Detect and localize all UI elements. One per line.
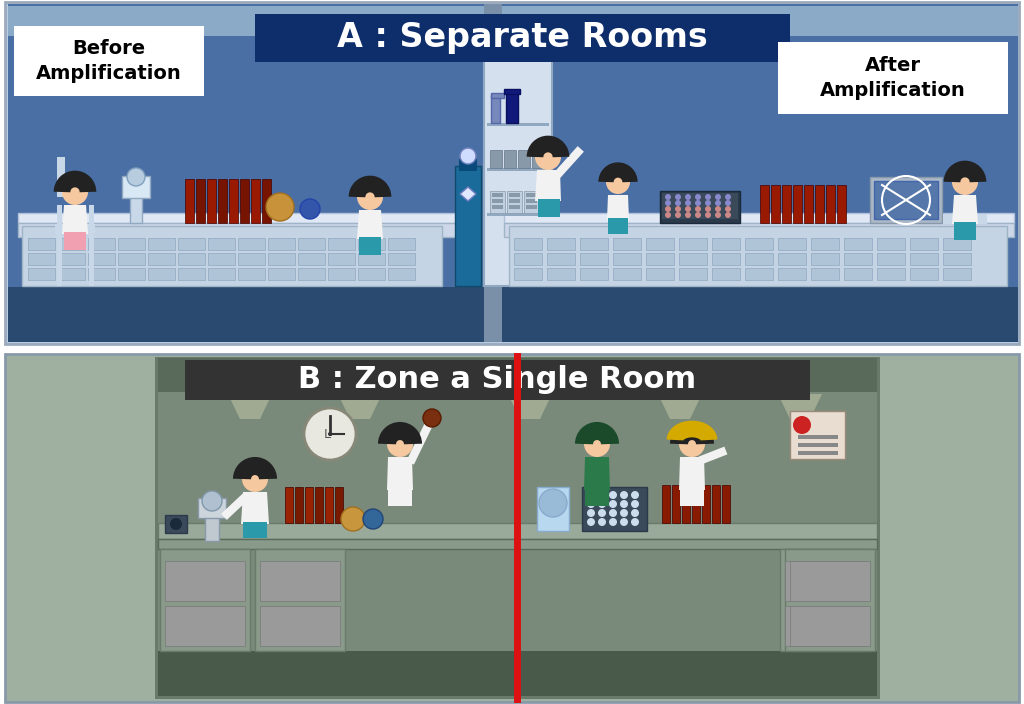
Polygon shape [790, 411, 845, 459]
Polygon shape [526, 199, 537, 203]
Circle shape [631, 500, 639, 508]
Polygon shape [514, 238, 542, 250]
Polygon shape [388, 488, 412, 506]
Polygon shape [388, 253, 415, 265]
Polygon shape [811, 238, 839, 250]
Polygon shape [178, 253, 205, 265]
Polygon shape [165, 515, 187, 533]
Polygon shape [679, 268, 707, 280]
Circle shape [341, 507, 365, 531]
Polygon shape [353, 388, 367, 394]
Polygon shape [778, 253, 806, 265]
Polygon shape [780, 549, 870, 651]
Polygon shape [238, 268, 265, 280]
Polygon shape [874, 181, 938, 219]
Polygon shape [185, 179, 194, 223]
Polygon shape [745, 253, 773, 265]
Polygon shape [673, 388, 687, 394]
Circle shape [598, 509, 606, 517]
Polygon shape [538, 199, 560, 217]
Polygon shape [298, 268, 325, 280]
Circle shape [665, 200, 671, 206]
Polygon shape [504, 223, 1014, 237]
Polygon shape [745, 268, 773, 280]
Polygon shape [811, 268, 839, 280]
Polygon shape [502, 287, 1018, 342]
Polygon shape [18, 213, 458, 223]
Polygon shape [218, 179, 227, 223]
Text: Before
Amplification: Before Amplification [36, 39, 182, 83]
Polygon shape [487, 213, 549, 216]
Polygon shape [870, 177, 942, 223]
Polygon shape [160, 549, 250, 651]
Polygon shape [524, 191, 539, 213]
Polygon shape [646, 253, 674, 265]
Circle shape [587, 500, 595, 508]
Polygon shape [798, 451, 838, 455]
Circle shape [631, 491, 639, 499]
Polygon shape [584, 457, 610, 490]
Circle shape [685, 206, 691, 212]
Polygon shape [208, 238, 234, 250]
Polygon shape [547, 238, 575, 250]
Polygon shape [359, 237, 381, 255]
Circle shape [357, 184, 383, 210]
Circle shape [362, 509, 383, 529]
Circle shape [606, 170, 630, 194]
Circle shape [460, 148, 476, 164]
Circle shape [62, 179, 88, 205]
Polygon shape [487, 123, 549, 126]
Polygon shape [745, 238, 773, 250]
Polygon shape [502, 6, 1018, 36]
Polygon shape [910, 238, 938, 250]
Circle shape [609, 500, 617, 508]
Polygon shape [509, 205, 520, 209]
Circle shape [620, 518, 628, 526]
Circle shape [620, 500, 628, 508]
Polygon shape [28, 238, 55, 250]
Polygon shape [508, 394, 552, 419]
Polygon shape [208, 253, 234, 265]
Polygon shape [315, 487, 323, 523]
Polygon shape [357, 210, 383, 239]
Circle shape [715, 206, 721, 212]
Polygon shape [943, 268, 971, 280]
Polygon shape [165, 606, 245, 646]
Polygon shape [785, 606, 865, 646]
Polygon shape [158, 539, 877, 549]
Polygon shape [974, 237, 981, 286]
Polygon shape [484, 4, 502, 342]
Circle shape [620, 509, 628, 517]
Circle shape [304, 408, 356, 460]
Polygon shape [793, 185, 802, 223]
Polygon shape [514, 268, 542, 280]
Polygon shape [118, 253, 145, 265]
Polygon shape [335, 487, 343, 523]
Polygon shape [507, 191, 522, 213]
Circle shape [587, 491, 595, 499]
Polygon shape [430, 237, 437, 286]
Polygon shape [18, 223, 458, 237]
Polygon shape [148, 268, 175, 280]
Polygon shape [62, 205, 88, 234]
Circle shape [584, 431, 610, 457]
Polygon shape [58, 238, 85, 250]
Circle shape [705, 200, 711, 206]
Circle shape [665, 194, 671, 200]
Polygon shape [798, 443, 838, 447]
Polygon shape [672, 485, 680, 523]
Polygon shape [328, 253, 355, 265]
Circle shape [631, 509, 639, 517]
Polygon shape [943, 253, 971, 265]
Polygon shape [826, 185, 835, 223]
Polygon shape [455, 166, 481, 286]
Polygon shape [295, 487, 303, 523]
Polygon shape [0, 354, 1024, 704]
Polygon shape [178, 268, 205, 280]
Polygon shape [798, 435, 838, 439]
Polygon shape [585, 488, 609, 506]
Polygon shape [509, 199, 520, 203]
Polygon shape [185, 360, 810, 400]
Polygon shape [8, 287, 484, 342]
